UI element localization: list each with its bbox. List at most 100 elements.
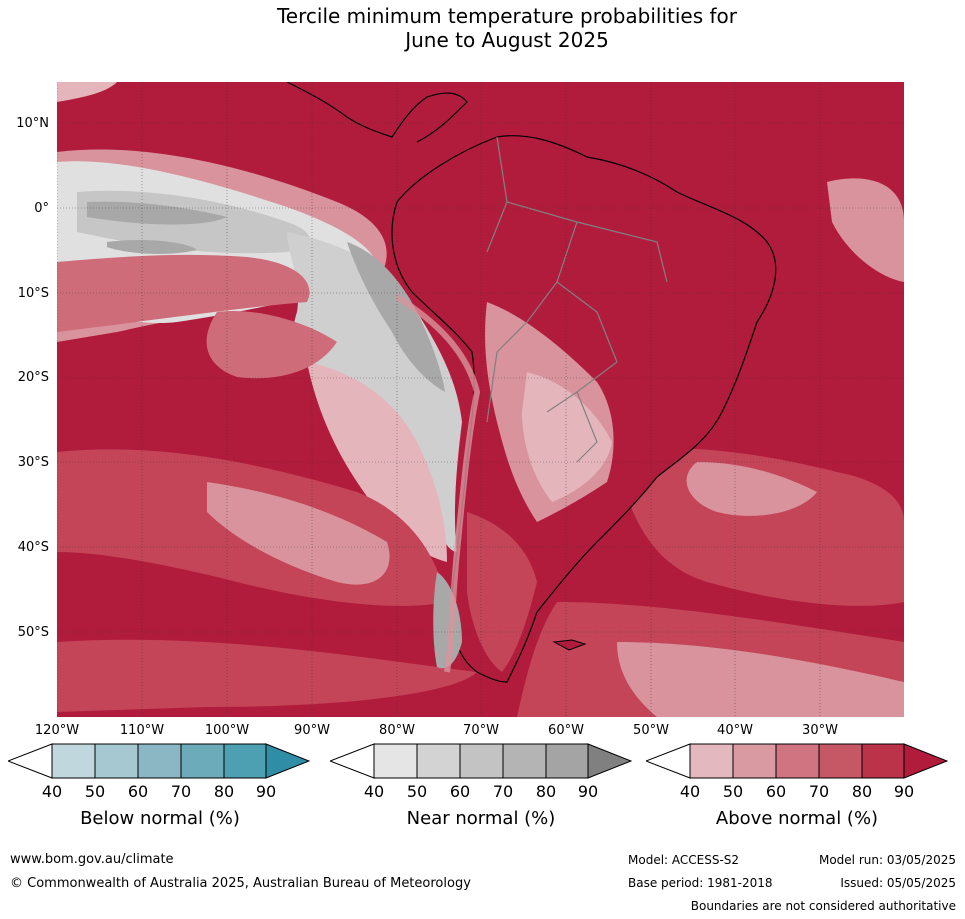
- near-tick-90: 90: [577, 782, 599, 801]
- south-tip-near-normal: [433, 572, 462, 669]
- footer-copyright: © Commonwealth of Australia 2025, Austra…: [10, 876, 471, 891]
- above-colorbar-ticks: 40 50 60 70 80 90: [646, 782, 948, 802]
- atlantic-lower-light: [617, 642, 904, 717]
- above-colorbar-svg: [644, 743, 949, 779]
- probability-map: [56, 81, 904, 717]
- lon-label-80w: 80°W: [379, 723, 415, 738]
- near-normal-patch-2: [107, 239, 197, 254]
- below-high-extension: [265, 743, 311, 779]
- northwest-light: [57, 82, 117, 102]
- lon-label-70w: 70°W: [463, 723, 499, 738]
- lon-label-120w: 120°W: [34, 723, 80, 738]
- above-normal-colorbar: [644, 743, 949, 783]
- lat-label-10s: 10°S: [17, 286, 49, 301]
- near-tick-40: 40: [363, 782, 385, 801]
- near-bin-50-60: [416, 743, 461, 779]
- below-normal-colorbar: [6, 743, 311, 783]
- gridlines: [56, 82, 904, 717]
- near-colorbar-svg: [328, 743, 633, 779]
- below-tick-40: 40: [41, 782, 63, 801]
- above-tick-50: 50: [722, 782, 744, 801]
- below-colorbar-svg: [6, 743, 311, 779]
- country-borders: [486, 136, 668, 463]
- far-south-light: [57, 639, 477, 712]
- title-line-1: Tercile minimum temperature probabilitie…: [276, 4, 738, 28]
- above-tick-80: 80: [851, 782, 873, 801]
- near-low-extension: [328, 743, 375, 779]
- near-high-extension: [587, 743, 633, 779]
- near-tick-50: 50: [406, 782, 428, 801]
- below-bin-70-80: [180, 743, 225, 779]
- below-normal-title: Below normal (%): [80, 808, 240, 829]
- above-normal-title: Above normal (%): [715, 808, 879, 829]
- below-tick-60: 60: [127, 782, 149, 801]
- near-bin-80-90: [545, 743, 589, 779]
- below-bin-80-90: [223, 743, 267, 779]
- below-bin-40-50: [51, 743, 96, 779]
- footer-issued: Issued: 05/05/2025: [840, 876, 956, 890]
- near-normal-colorbar: [328, 743, 633, 783]
- lat-label-20s: 20°S: [17, 370, 49, 385]
- above-bin-70-80: [818, 743, 863, 779]
- lon-label-50w: 50°W: [633, 723, 669, 738]
- south-atlantic-light: [686, 462, 817, 516]
- central-america-coast: [286, 81, 468, 143]
- footer-model-run: Model run: 03/05/2025: [818, 853, 956, 867]
- lat-label-0: 0°: [34, 201, 49, 216]
- below-colorbar-ticks: 40 50 60 70 80 90: [8, 782, 310, 802]
- below-tick-80: 80: [213, 782, 235, 801]
- near-bin-70-80: [502, 743, 547, 779]
- subtropical-light: [307, 362, 447, 562]
- pampas-lighter: [522, 372, 612, 502]
- pacific-anomaly-field: [57, 149, 477, 712]
- andes-ridge: [395, 294, 481, 673]
- footer-base-period: Base period: 1981-2018: [628, 876, 773, 890]
- below-tick-70: 70: [170, 782, 192, 801]
- title-line-2: June to August 2025: [405, 28, 609, 52]
- south-america-landmass: [286, 81, 777, 683]
- lon-label-30w: 30°W: [802, 723, 838, 738]
- lon-label-60w: 60°W: [548, 723, 584, 738]
- above-bin-60-70: [775, 743, 820, 779]
- near-colorbar-ticks: 40 50 60 70 80 90: [330, 782, 632, 802]
- lat-label-30s: 30°S: [17, 455, 49, 470]
- near-normal-darker: [87, 201, 227, 225]
- above-bin-50-60: [732, 743, 777, 779]
- below-tick-50: 50: [84, 782, 106, 801]
- below-bin-60-70: [137, 743, 182, 779]
- chart-title: Tercile minimum temperature probabilitie…: [0, 4, 965, 52]
- lon-label-100w: 100°W: [204, 723, 250, 738]
- above-bin-40-50: [689, 743, 734, 779]
- near-bin-60-70: [459, 743, 504, 779]
- near-normal-title: Near normal (%): [406, 808, 556, 829]
- lon-label-110w: 110°W: [119, 723, 165, 738]
- near-bin-40-50: [373, 743, 418, 779]
- below-tick-90: 90: [255, 782, 277, 801]
- coastal-near-normal-dark: [347, 242, 445, 392]
- near-tick-80: 80: [535, 782, 557, 801]
- above-bin-80-90: [861, 743, 905, 779]
- footer-disclaimer: Boundaries are not considered authoritat…: [690, 899, 956, 913]
- midlat-pink-band: [206, 311, 337, 379]
- above-high-extension: [903, 743, 949, 779]
- below-low-extension: [6, 743, 53, 779]
- lat-label-50s: 50°S: [17, 625, 49, 640]
- lon-label-90w: 90°W: [294, 723, 330, 738]
- above-tick-40: 40: [679, 782, 701, 801]
- below-bin-50-60: [94, 743, 139, 779]
- footer-url[interactable]: www.bom.gov.au/climate: [10, 852, 174, 867]
- east-atlantic-light: [827, 178, 904, 282]
- tropical-red-band: [57, 254, 310, 332]
- south-pacific-lighter: [207, 482, 390, 585]
- lon-label-40w: 40°W: [717, 723, 753, 738]
- above-tick-70: 70: [808, 782, 830, 801]
- above-low-extension: [644, 743, 691, 779]
- near-tick-60: 60: [449, 782, 471, 801]
- above-tick-90: 90: [893, 782, 915, 801]
- footer-model: Model: ACCESS-S2: [628, 853, 740, 867]
- above-tick-60: 60: [765, 782, 787, 801]
- lat-label-10n: 10°N: [16, 116, 49, 131]
- near-tick-70: 70: [492, 782, 514, 801]
- lat-label-40s: 40°S: [17, 540, 49, 555]
- atlantic-anomaly-field: [57, 82, 904, 717]
